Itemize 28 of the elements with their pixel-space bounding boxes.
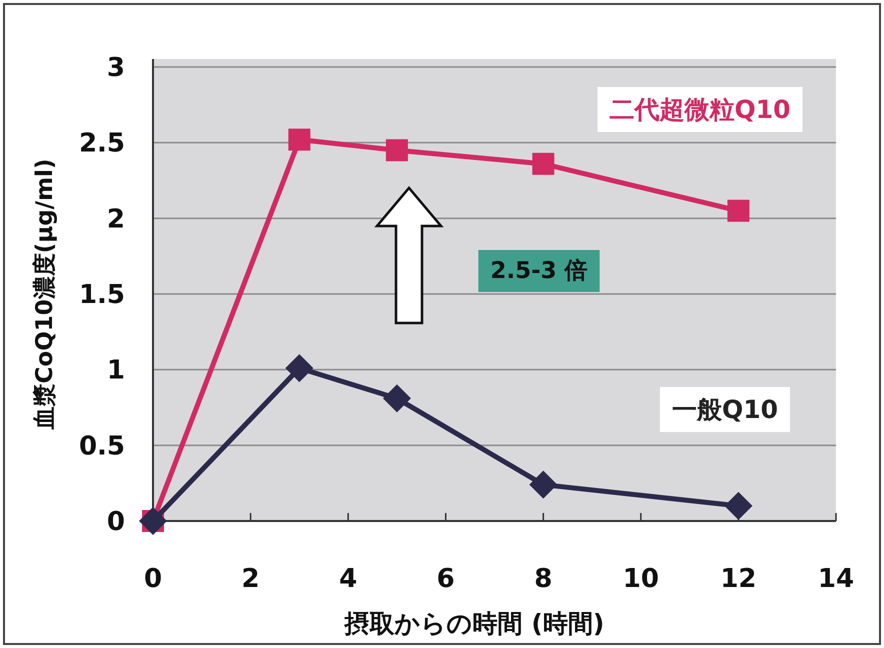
point xyxy=(288,128,310,151)
text: 一般Q10 xyxy=(672,395,778,424)
point xyxy=(724,492,752,520)
x-tick-label: 6 xyxy=(436,564,455,594)
point xyxy=(529,470,558,499)
x-tick-label: 0 xyxy=(144,564,162,594)
y-tick-label: 0.5 xyxy=(78,431,125,462)
point xyxy=(386,139,408,162)
point xyxy=(727,200,750,222)
y-tick-label: 3 xyxy=(106,53,125,83)
x-tick-label: 12 xyxy=(720,564,757,594)
x-tick-label: 8 xyxy=(534,564,552,594)
x-axis-title: 摂取からの時間 (時間) xyxy=(344,609,604,638)
x-tick-label: 4 xyxy=(339,564,358,594)
y-tick-label: 2.5 xyxy=(78,128,125,159)
x-tick-label: 10 xyxy=(622,564,659,594)
y-tick-label: 0 xyxy=(106,507,125,537)
x-tick-label: 14 xyxy=(818,564,854,594)
annotation: 2.5-3 倍 xyxy=(490,258,588,284)
y-tick-label: 1 xyxy=(106,356,125,386)
x-tick-label: 2 xyxy=(242,564,260,594)
text: 二代超微粒Q10 xyxy=(609,95,791,124)
y-axis-title: 血漿CoQ10濃度(μg/ml) xyxy=(31,158,58,430)
point xyxy=(285,354,314,382)
y-tick-label: 2 xyxy=(106,204,125,234)
point xyxy=(382,384,411,412)
point xyxy=(532,152,554,175)
y-tick-label: 1.5 xyxy=(78,280,125,310)
